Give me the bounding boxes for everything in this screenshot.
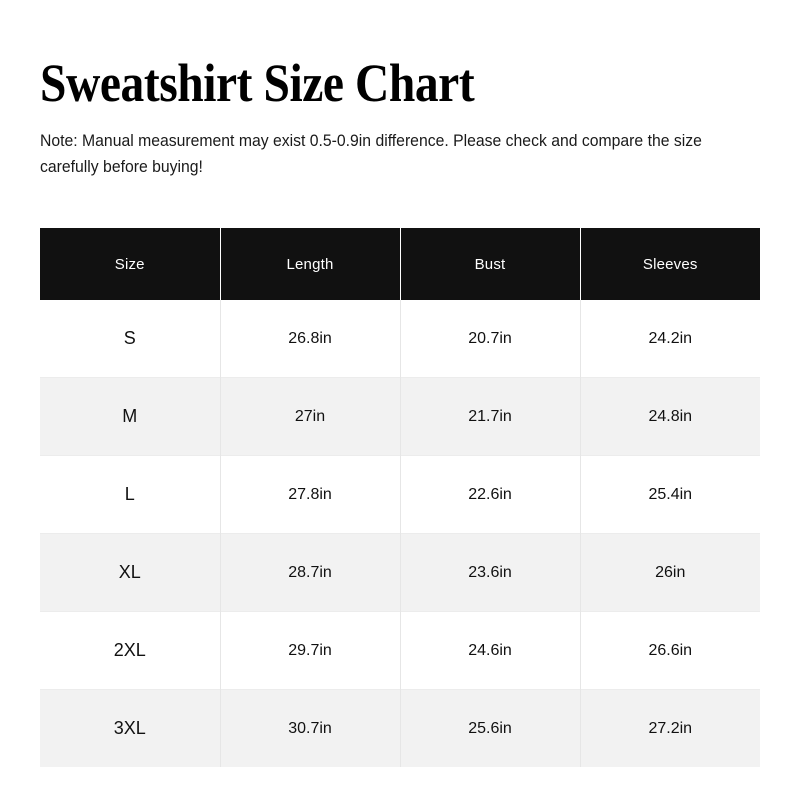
cell-bust: 21.7in — [399, 377, 580, 456]
cell-sleeves: 27.2in — [579, 689, 760, 767]
cell-bust: 23.6in — [399, 533, 580, 612]
column-header-size: Size — [40, 228, 220, 300]
cell-size: L — [40, 455, 220, 534]
cell-length: 27.8in — [219, 455, 400, 534]
column-header-sleeves: Sleeves — [579, 228, 760, 300]
table-row: L 27.8in 22.6in 25.4in — [40, 455, 760, 534]
table-row: 3XL 30.7in 25.6in 27.2in — [40, 689, 760, 767]
table-row: S 26.8in 20.7in 24.2in — [40, 300, 760, 378]
cell-bust: 22.6in — [399, 455, 580, 534]
table-row: XL 28.7in 23.6in 26in — [40, 533, 760, 612]
cell-length: 26.8in — [219, 300, 400, 378]
cell-sleeves: 25.4in — [579, 455, 760, 534]
table-row: 2XL 29.7in 24.6in 26.6in — [40, 611, 760, 690]
cell-size: XL — [40, 533, 220, 612]
table-body: S 26.8in 20.7in 24.2in M 27in 21.7in 24.… — [40, 300, 760, 767]
column-header-length: Length — [219, 228, 400, 300]
size-chart-table: Size Length Bust Sleeves S 26.8in 20.7in… — [40, 228, 760, 767]
measurement-note: Note: Manual measurement may exist 0.5-0… — [40, 132, 702, 176]
cell-sleeves: 24.2in — [579, 300, 760, 378]
cell-sleeves: 24.8in — [579, 377, 760, 456]
cell-bust: 24.6in — [399, 611, 580, 690]
cell-size: 3XL — [40, 689, 220, 767]
cell-bust: 25.6in — [399, 689, 580, 767]
cell-length: 29.7in — [219, 611, 400, 690]
table-header-row: Size Length Bust Sleeves — [40, 228, 760, 300]
page-title: Sweatshirt Size Chart — [40, 53, 475, 113]
cell-size: S — [40, 300, 220, 378]
cell-sleeves: 26in — [579, 533, 760, 612]
column-header-bust: Bust — [399, 228, 580, 300]
cell-size: M — [40, 377, 220, 456]
cell-length: 28.7in — [219, 533, 400, 612]
table-header: Size Length Bust Sleeves — [40, 228, 760, 300]
table-row: M 27in 21.7in 24.8in — [40, 377, 760, 456]
cell-sleeves: 26.6in — [579, 611, 760, 690]
cell-length: 30.7in — [219, 689, 400, 767]
cell-bust: 20.7in — [399, 300, 580, 378]
cell-length: 27in — [219, 377, 400, 456]
cell-size: 2XL — [40, 611, 220, 690]
